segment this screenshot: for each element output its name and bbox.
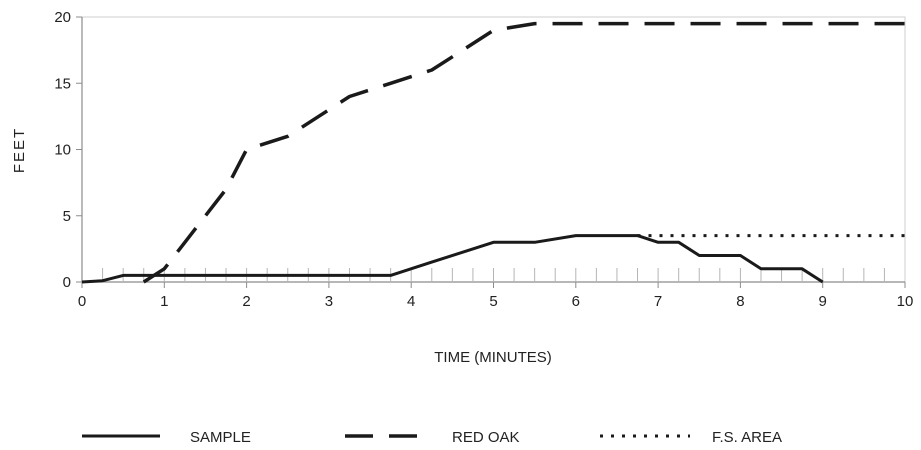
x-tick-label: 0 xyxy=(78,293,86,310)
y-tick-label: 15 xyxy=(54,75,71,92)
x-tick-label: 6 xyxy=(572,293,580,310)
y-axis-label: FEET xyxy=(11,127,28,173)
x-tick-label: 2 xyxy=(242,293,250,310)
series-line-sample xyxy=(81,234,824,284)
x-axis-label: TIME (MINUTES) xyxy=(434,349,552,366)
y-tick-label: 20 xyxy=(54,9,71,26)
legend-label: F.S. AREA xyxy=(712,429,782,446)
legend-label: RED OAK xyxy=(452,429,520,446)
x-tick-label: 9 xyxy=(819,293,827,310)
x-tick-label: 7 xyxy=(654,293,662,310)
y-tick-label: 0 xyxy=(63,274,71,291)
legend-label: SAMPLE xyxy=(190,429,251,446)
x-tick-label: 10 xyxy=(897,293,914,310)
x-tick-label: 5 xyxy=(489,293,497,310)
x-tick-label: 1 xyxy=(160,293,168,310)
x-tick-label: 3 xyxy=(325,293,333,310)
x-tick-label: 8 xyxy=(736,293,744,310)
legend: SAMPLE RED OAK F.S. AREA xyxy=(82,429,782,446)
y-tick-label: 10 xyxy=(54,142,71,159)
series-line-red-oak xyxy=(142,21,905,284)
y-tick-label: 5 xyxy=(63,208,71,225)
x-tick-label: 4 xyxy=(407,293,415,310)
